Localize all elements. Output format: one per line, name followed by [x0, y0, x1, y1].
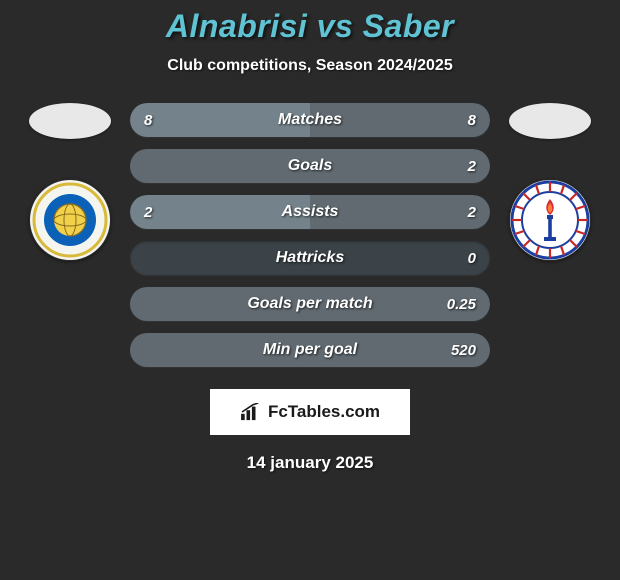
right-player-photo-placeholder: [509, 103, 591, 139]
subtitle: Club competitions, Season 2024/2025: [167, 57, 452, 75]
fctables-logo-icon: [240, 403, 262, 421]
right-player-column: [500, 103, 600, 261]
stat-label: Matches: [130, 111, 490, 129]
stat-row: Goals per match0.25: [130, 287, 490, 321]
stat-value-right: 0.25: [447, 296, 476, 313]
left-player-column: [20, 103, 120, 261]
stat-value-right: 520: [451, 342, 476, 359]
main-row: 8Matches8Goals22Assists2Hattricks0Goals …: [0, 103, 620, 367]
left-player-photo-placeholder: [29, 103, 111, 139]
comparison-card: Alnabrisi vs Saber Club competitions, Se…: [0, 0, 620, 580]
stat-row: 8Matches8: [130, 103, 490, 137]
stat-label: Goals per match: [130, 295, 490, 313]
stat-label: Goals: [130, 157, 490, 175]
stat-label: Assists: [130, 203, 490, 221]
right-team-badge: [509, 179, 591, 261]
stat-row: 2Assists2: [130, 195, 490, 229]
date-label: 14 january 2025: [247, 453, 374, 473]
branding-banner[interactable]: FcTables.com: [210, 389, 410, 435]
stat-value-right: 0: [468, 250, 476, 267]
ismaily-badge-icon: [29, 179, 111, 261]
stat-row: Goals2: [130, 149, 490, 183]
stat-value-right: 2: [468, 158, 476, 175]
stat-label: Min per goal: [130, 341, 490, 359]
stat-row: Min per goal520: [130, 333, 490, 367]
left-team-badge: [29, 179, 111, 261]
page-title: Alnabrisi vs Saber: [166, 8, 454, 45]
stat-label: Hattricks: [130, 249, 490, 267]
stat-row: Hattricks0: [130, 241, 490, 275]
stat-value-right: 2: [468, 204, 476, 221]
smouha-badge-icon: [509, 179, 591, 261]
stat-value-right: 8: [468, 112, 476, 129]
stats-list: 8Matches8Goals22Assists2Hattricks0Goals …: [130, 103, 490, 367]
brand-text: FcTables.com: [268, 402, 380, 422]
